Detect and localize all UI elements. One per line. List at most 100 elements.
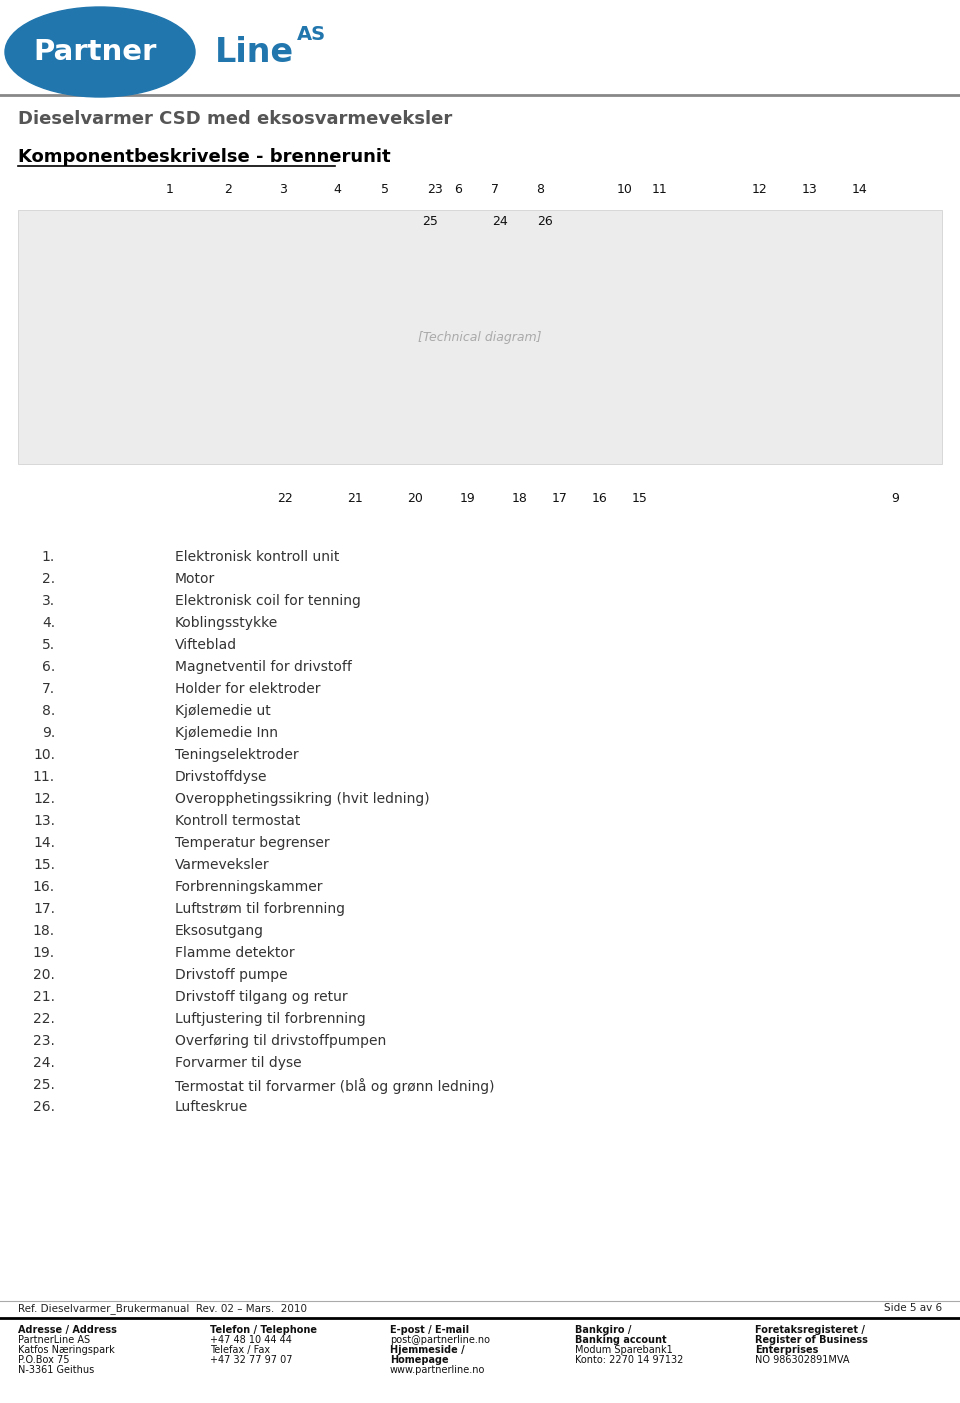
Text: Kjølemedie Inn: Kjølemedie Inn — [175, 725, 278, 739]
Text: 16.: 16. — [33, 880, 55, 894]
Text: Motor: Motor — [175, 572, 215, 586]
Text: 25: 25 — [422, 215, 438, 229]
Text: [Technical diagram]: [Technical diagram] — [419, 331, 541, 344]
Text: Line: Line — [215, 35, 294, 69]
Text: 24: 24 — [492, 215, 508, 229]
Text: 21: 21 — [348, 492, 363, 505]
Text: Varmeveksler: Varmeveksler — [175, 859, 270, 873]
Text: Elektronisk kontroll unit: Elektronisk kontroll unit — [175, 550, 340, 564]
Text: 1: 1 — [166, 182, 174, 196]
Text: Overføring til drivstoffpumpen: Overføring til drivstoffpumpen — [175, 1034, 386, 1048]
Text: 23: 23 — [427, 182, 443, 196]
Text: 10: 10 — [617, 182, 633, 196]
Text: 15: 15 — [632, 492, 648, 505]
Text: 9: 9 — [891, 492, 899, 505]
Text: 13.: 13. — [33, 814, 55, 828]
Text: E-post / E-mail: E-post / E-mail — [390, 1324, 469, 1336]
Text: 7: 7 — [491, 182, 499, 196]
Text: Magnetventil for drivstoff: Magnetventil for drivstoff — [175, 659, 352, 673]
Text: 19: 19 — [460, 492, 476, 505]
Text: 22: 22 — [277, 492, 293, 505]
Text: +47 48 10 44 44: +47 48 10 44 44 — [210, 1336, 292, 1345]
Text: Luftjustering til forbrenning: Luftjustering til forbrenning — [175, 1012, 366, 1026]
Text: 5.: 5. — [42, 638, 55, 652]
Text: Komponentbeskrivelse - brennerunit: Komponentbeskrivelse - brennerunit — [18, 147, 391, 166]
Text: 26.: 26. — [33, 1100, 55, 1114]
Text: 12.: 12. — [33, 793, 55, 805]
Text: post@partnerline.no: post@partnerline.no — [390, 1336, 490, 1345]
Text: Enterprises: Enterprises — [755, 1345, 818, 1355]
Text: Hjemmeside /: Hjemmeside / — [390, 1345, 465, 1355]
Text: Temperatur begrenser: Temperatur begrenser — [175, 836, 329, 850]
Text: Luftstrøm til forbrenning: Luftstrøm til forbrenning — [175, 902, 345, 916]
Text: +47 32 77 97 07: +47 32 77 97 07 — [210, 1355, 293, 1365]
Ellipse shape — [5, 7, 195, 97]
Text: 20.: 20. — [34, 968, 55, 982]
Text: 18: 18 — [512, 492, 528, 505]
Text: Eksosutgang: Eksosutgang — [175, 925, 264, 939]
Text: Holder for elektroder: Holder for elektroder — [175, 682, 321, 696]
Text: Kjølemedie ut: Kjølemedie ut — [175, 704, 271, 718]
Text: 24.: 24. — [34, 1056, 55, 1070]
Text: 7.: 7. — [42, 682, 55, 696]
Text: Telefon / Telephone: Telefon / Telephone — [210, 1324, 317, 1336]
Text: 10.: 10. — [33, 748, 55, 762]
Text: Termostat til forvarmer (blå og grønn ledning): Termostat til forvarmer (blå og grønn le… — [175, 1078, 494, 1094]
Text: Overopphetingssikring (hvit ledning): Overopphetingssikring (hvit ledning) — [175, 793, 430, 805]
Text: Elektronisk coil for tenning: Elektronisk coil for tenning — [175, 593, 361, 607]
Text: Ref. Dieselvarmer_Brukermanual  Rev. 02 – Mars.  2010: Ref. Dieselvarmer_Brukermanual Rev. 02 –… — [18, 1303, 307, 1313]
Text: 14: 14 — [852, 182, 868, 196]
Text: Vifteblad: Vifteblad — [175, 638, 237, 652]
Text: Forvarmer til dyse: Forvarmer til dyse — [175, 1056, 301, 1070]
Text: P.O.Box 75: P.O.Box 75 — [18, 1355, 69, 1365]
Text: 8.: 8. — [41, 704, 55, 718]
Text: Flamme detektor: Flamme detektor — [175, 946, 295, 960]
Text: Forbrenningskammer: Forbrenningskammer — [175, 880, 324, 894]
Text: Partner: Partner — [34, 38, 156, 66]
Text: 4.: 4. — [42, 616, 55, 630]
Text: Kontroll termostat: Kontroll termostat — [175, 814, 300, 828]
Text: Teningselektroder: Teningselektroder — [175, 748, 299, 762]
Text: 14.: 14. — [33, 836, 55, 850]
Text: 8: 8 — [536, 182, 544, 196]
Text: Register of Business: Register of Business — [755, 1336, 868, 1345]
Text: Lufteskrue: Lufteskrue — [175, 1100, 249, 1114]
Text: 20: 20 — [407, 492, 423, 505]
Text: 1.: 1. — [41, 550, 55, 564]
Text: 11.: 11. — [33, 770, 55, 784]
Text: Telefax / Fax: Telefax / Fax — [210, 1345, 270, 1355]
Text: www.partnerline.no: www.partnerline.no — [390, 1365, 486, 1375]
Text: 17: 17 — [552, 492, 568, 505]
Text: 11: 11 — [652, 182, 668, 196]
Text: 9.: 9. — [41, 725, 55, 739]
Text: Side 5 av 6: Side 5 av 6 — [884, 1303, 942, 1313]
Text: Drivstoff pumpe: Drivstoff pumpe — [175, 968, 288, 982]
Text: Drivstoff tilgang og retur: Drivstoff tilgang og retur — [175, 991, 348, 1005]
Text: Foretaksregisteret /: Foretaksregisteret / — [755, 1324, 865, 1336]
Text: 6.: 6. — [41, 659, 55, 673]
Text: Dieselvarmer CSD med eksosvarmeveksler: Dieselvarmer CSD med eksosvarmeveksler — [18, 109, 452, 128]
Text: Homepage: Homepage — [390, 1355, 448, 1365]
FancyBboxPatch shape — [18, 210, 942, 464]
Text: Adresse / Address: Adresse / Address — [18, 1324, 117, 1336]
Text: 15.: 15. — [33, 859, 55, 873]
Text: Modum Sparebank1: Modum Sparebank1 — [575, 1345, 673, 1355]
Text: 13: 13 — [803, 182, 818, 196]
Text: 12: 12 — [752, 182, 768, 196]
Text: Drivstoffdyse: Drivstoffdyse — [175, 770, 268, 784]
Text: Katfos Næringspark: Katfos Næringspark — [18, 1345, 115, 1355]
Text: N-3361 Geithus: N-3361 Geithus — [18, 1365, 94, 1375]
Text: 6: 6 — [454, 182, 462, 196]
Text: 3: 3 — [279, 182, 287, 196]
Text: Konto: 2270 14 97132: Konto: 2270 14 97132 — [575, 1355, 684, 1365]
Text: 21.: 21. — [33, 991, 55, 1005]
Text: 4: 4 — [333, 182, 341, 196]
Text: Koblingsstykke: Koblingsstykke — [175, 616, 278, 630]
Text: 3.: 3. — [42, 593, 55, 607]
Text: 2: 2 — [224, 182, 232, 196]
Text: PartnerLine AS: PartnerLine AS — [18, 1336, 90, 1345]
Text: 19.: 19. — [33, 946, 55, 960]
Text: 16: 16 — [592, 492, 608, 505]
Text: 2.: 2. — [42, 572, 55, 586]
Text: 22.: 22. — [34, 1012, 55, 1026]
